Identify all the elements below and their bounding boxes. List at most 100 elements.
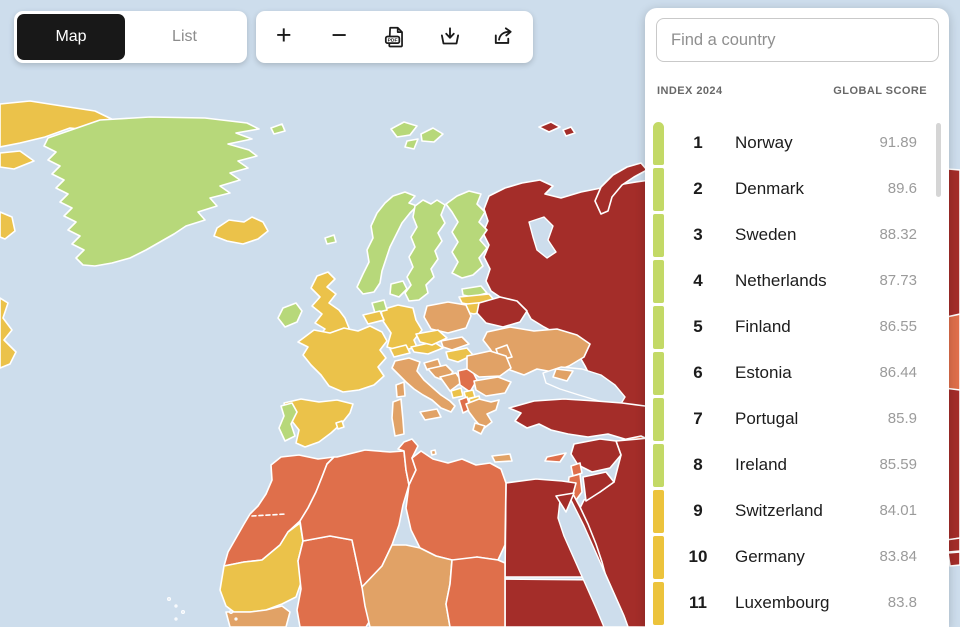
island-jan-mayen[interactable]	[270, 123, 286, 135]
country-senegal[interactable]	[225, 605, 291, 627]
global-score: 91.89	[879, 134, 917, 151]
country-czechia[interactable]	[415, 329, 448, 346]
white-sea	[528, 216, 557, 259]
svg-text:PDF: PDF	[387, 38, 397, 44]
country-canada[interactable]	[0, 211, 16, 240]
score-header: GLOBAL SCORE	[833, 85, 927, 97]
zoom-in-button[interactable]: +	[256, 11, 311, 63]
country-hungary[interactable]	[445, 347, 474, 363]
rank-number: 8	[693, 455, 703, 474]
country-denmark[interactable]	[389, 280, 408, 298]
global-score: 83.84	[879, 548, 917, 565]
island-sicily[interactable]	[419, 408, 442, 421]
category-color-bar	[653, 536, 664, 579]
country-malta[interactable]	[430, 449, 437, 456]
country-chad[interactable]	[445, 556, 506, 627]
ranking-row[interactable]: 1 Norway 91.89	[645, 120, 949, 166]
country-name: Norway	[735, 133, 793, 152]
ranking-row[interactable]: 5 Finland 86.55	[645, 304, 949, 350]
category-color-bar	[653, 398, 664, 441]
rank-number: 7	[693, 409, 703, 428]
country-jordan[interactable]	[582, 471, 615, 502]
island-crete[interactable]	[491, 453, 513, 463]
ranking-row[interactable]: 9 Switzerland 84.01	[645, 488, 949, 534]
island-corsica[interactable]	[395, 381, 406, 398]
ranking-list: 1 Norway 91.89 2 Denmark 89.6 3 Sweden 8…	[645, 120, 949, 627]
ranking-row[interactable]: 2 Denmark 89.6	[645, 166, 949, 212]
ranking-row[interactable]: 3 Sweden 88.32	[645, 212, 949, 258]
search-input[interactable]	[656, 18, 939, 62]
country-name: Denmark	[735, 179, 804, 198]
island-cyprus[interactable]	[544, 452, 567, 463]
island-sardinia[interactable]	[391, 398, 405, 437]
scrollbar-thumb[interactable]	[936, 123, 941, 197]
country-netherlands[interactable]	[371, 299, 388, 314]
ranking-row[interactable]: 6 Estonia 86.44	[645, 350, 949, 396]
country-italy[interactable]	[391, 357, 456, 413]
ranking-row[interactable]: 8 Ireland 85.59	[645, 442, 949, 488]
country-lebanon[interactable]	[570, 462, 583, 477]
rank-number: 9	[693, 501, 703, 520]
island-franz-josef[interactable]	[538, 121, 561, 133]
category-color-bar	[653, 490, 664, 533]
global-score: 89.6	[887, 180, 917, 197]
country-sweden[interactable]	[404, 199, 446, 302]
country-poland[interactable]	[423, 301, 472, 334]
rank-number: 4	[693, 271, 703, 290]
ranking-row[interactable]: 10 Germany 83.84	[645, 534, 949, 580]
export-pdf-button[interactable]: PDF	[367, 11, 422, 63]
ranking-row[interactable]: 4 Netherlands 87.73	[645, 258, 949, 304]
island-faroe[interactable]	[324, 234, 337, 245]
country-montenegro[interactable]	[450, 387, 464, 399]
island-novaya-zemlya[interactable]	[594, 162, 648, 215]
country-iceland[interactable]	[213, 216, 269, 245]
category-color-bar	[653, 444, 664, 487]
global-score: 86.55	[879, 318, 917, 335]
country-slovakia[interactable]	[440, 336, 470, 351]
country-spain[interactable]	[283, 398, 354, 448]
view-toggle: Map List	[14, 11, 247, 63]
island-svalbard[interactable]	[404, 138, 419, 150]
ranking-row[interactable]: 11 Luxembourg 83.8	[645, 580, 949, 626]
index-header: INDEX 2024	[657, 85, 723, 97]
country-greece[interactable]	[472, 422, 486, 435]
atlantic-islets	[166, 597, 238, 621]
country-edge-southeast[interactable]	[947, 551, 960, 567]
country-canada[interactable]	[0, 150, 35, 170]
country-libya[interactable]	[405, 450, 507, 562]
map-view-button[interactable]: Map	[17, 14, 125, 60]
country-ireland[interactable]	[277, 302, 303, 328]
region-sinai[interactable]	[555, 492, 575, 513]
country-canada[interactable]	[0, 297, 17, 369]
island-svalbard[interactable]	[420, 127, 444, 143]
rank-number: 5	[693, 317, 703, 336]
country-belarus[interactable]	[476, 296, 528, 328]
country-turkey[interactable]	[508, 398, 650, 441]
island-svalbard[interactable]	[390, 121, 418, 138]
country-portugal[interactable]	[278, 402, 298, 442]
country-switzerland[interactable]	[389, 344, 411, 358]
region-crimea[interactable]	[552, 368, 574, 382]
country-bulgaria[interactable]	[473, 376, 512, 397]
ranking-row[interactable]: 7 Portugal 85.9	[645, 396, 949, 442]
country-france[interactable]	[297, 325, 388, 393]
country-norway[interactable]	[356, 191, 418, 295]
country-belgium[interactable]	[362, 310, 385, 325]
country-finland[interactable]	[445, 190, 488, 279]
share-button[interactable]	[478, 11, 533, 63]
island-franz-josef[interactable]	[562, 126, 576, 137]
list-view-button[interactable]: List	[125, 14, 244, 60]
global-score: 88.32	[879, 226, 917, 243]
category-color-bar	[653, 168, 664, 211]
country-greece[interactable]	[465, 398, 500, 430]
zoom-out-button[interactable]: −	[311, 11, 366, 63]
country-germany[interactable]	[380, 304, 423, 352]
country-romania[interactable]	[466, 350, 512, 378]
island-balearic[interactable]	[335, 420, 345, 430]
country-syria[interactable]	[570, 438, 622, 473]
category-color-bar	[653, 122, 664, 165]
download-button[interactable]	[422, 11, 477, 63]
country-greenland[interactable]	[43, 116, 260, 267]
country-name: Estonia	[735, 363, 792, 382]
